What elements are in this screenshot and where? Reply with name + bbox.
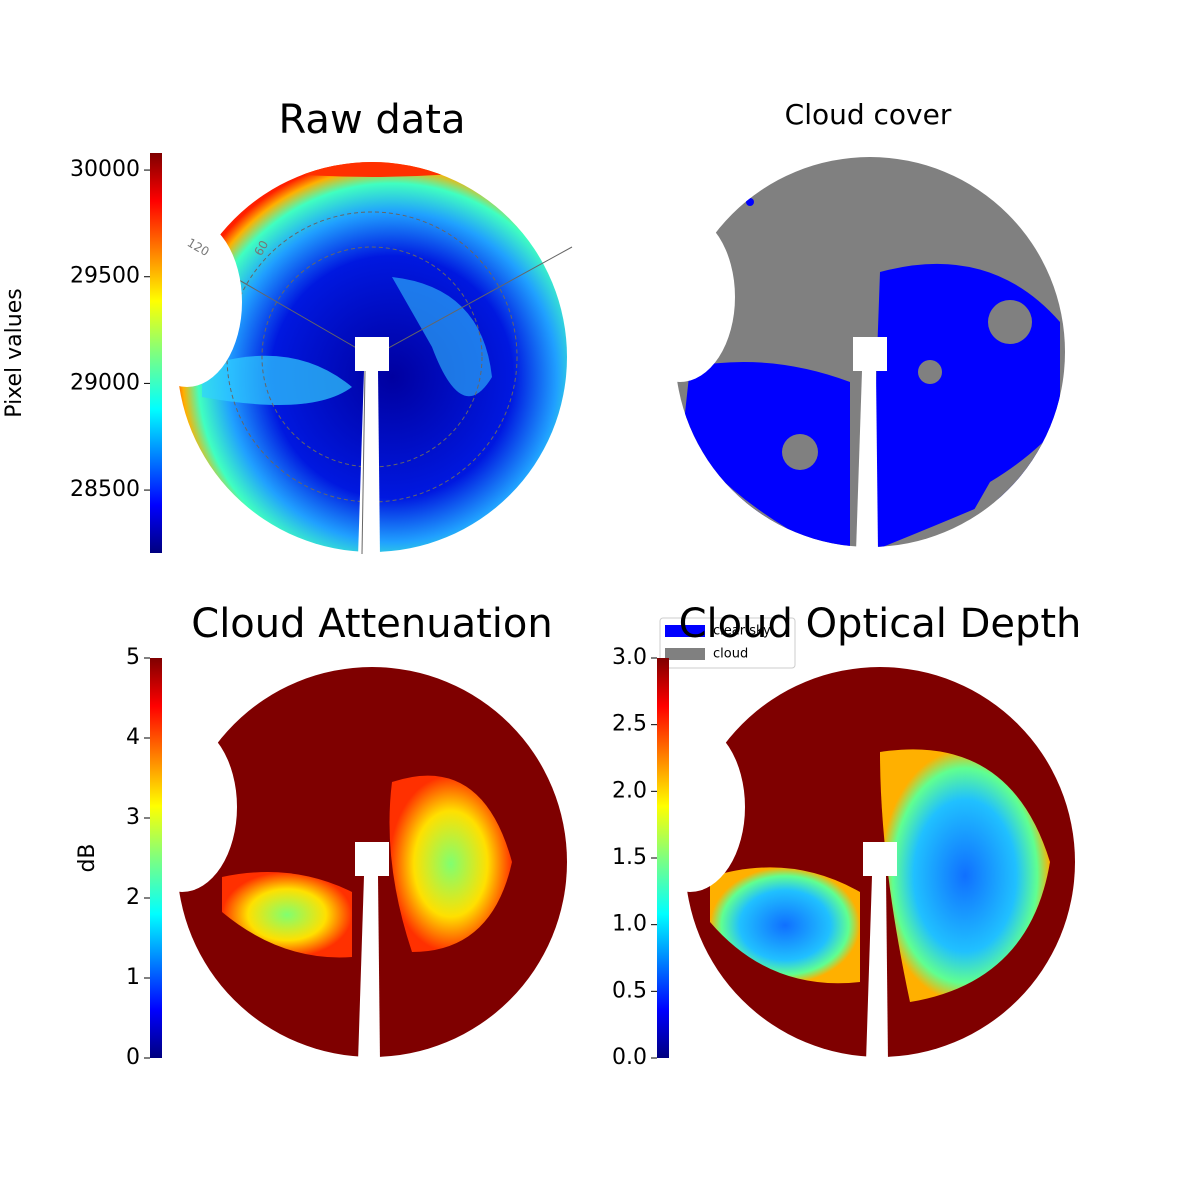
- colorbar-tick-label: 0.5: [612, 978, 647, 1003]
- colorbar-tick-label: 2.0: [612, 778, 647, 803]
- legend-swatch: [665, 648, 705, 660]
- colorbar-tick-label: 29000: [70, 370, 140, 395]
- attenuation-image: [127, 667, 567, 1062]
- cloud-cover-image: [625, 157, 1065, 552]
- panel-title: Cloud cover: [785, 98, 952, 131]
- colorbar-tick-label: 3.0: [612, 645, 647, 670]
- colorbar-tick-label: 2.5: [612, 712, 647, 737]
- polar-label: 60: [252, 238, 272, 258]
- optical-depth-image: [635, 667, 1075, 1062]
- legend-label: clear sky: [713, 624, 771, 639]
- colorbar-label: dB: [75, 843, 100, 872]
- colorbar-tick-label: 0: [126, 1045, 140, 1070]
- legend-label: cloud: [713, 647, 748, 662]
- panel-title: Cloud Optical Depth: [679, 601, 1082, 647]
- panel-title: Raw data: [279, 97, 466, 143]
- colorbar-tick-label: 30000: [70, 157, 140, 182]
- colorbar-tick-label: 1: [126, 965, 140, 990]
- colorbar-tick-label: 1.0: [612, 912, 647, 937]
- colorbar-tick-label: 28500: [70, 477, 140, 502]
- panel-title: Cloud Attenuation: [191, 601, 552, 647]
- colorbar-tick-label: 2: [126, 885, 140, 910]
- colorbar-tick-label: 5: [126, 645, 140, 670]
- colorbar-tick-label: 29500: [70, 264, 140, 289]
- colorbar-label: Pixel values: [2, 288, 27, 417]
- colorbar: [150, 153, 162, 553]
- colorbar-tick-label: 4: [126, 725, 140, 750]
- colorbar-tick-label: 1.5: [612, 845, 647, 870]
- raw-image: [132, 162, 573, 557]
- colorbar: [657, 658, 669, 1058]
- colorbar-tick-label: 3: [126, 805, 140, 830]
- colorbar-tick-label: 0.0: [612, 1045, 647, 1070]
- colorbar: [150, 658, 162, 1058]
- legend-swatch: [665, 625, 705, 637]
